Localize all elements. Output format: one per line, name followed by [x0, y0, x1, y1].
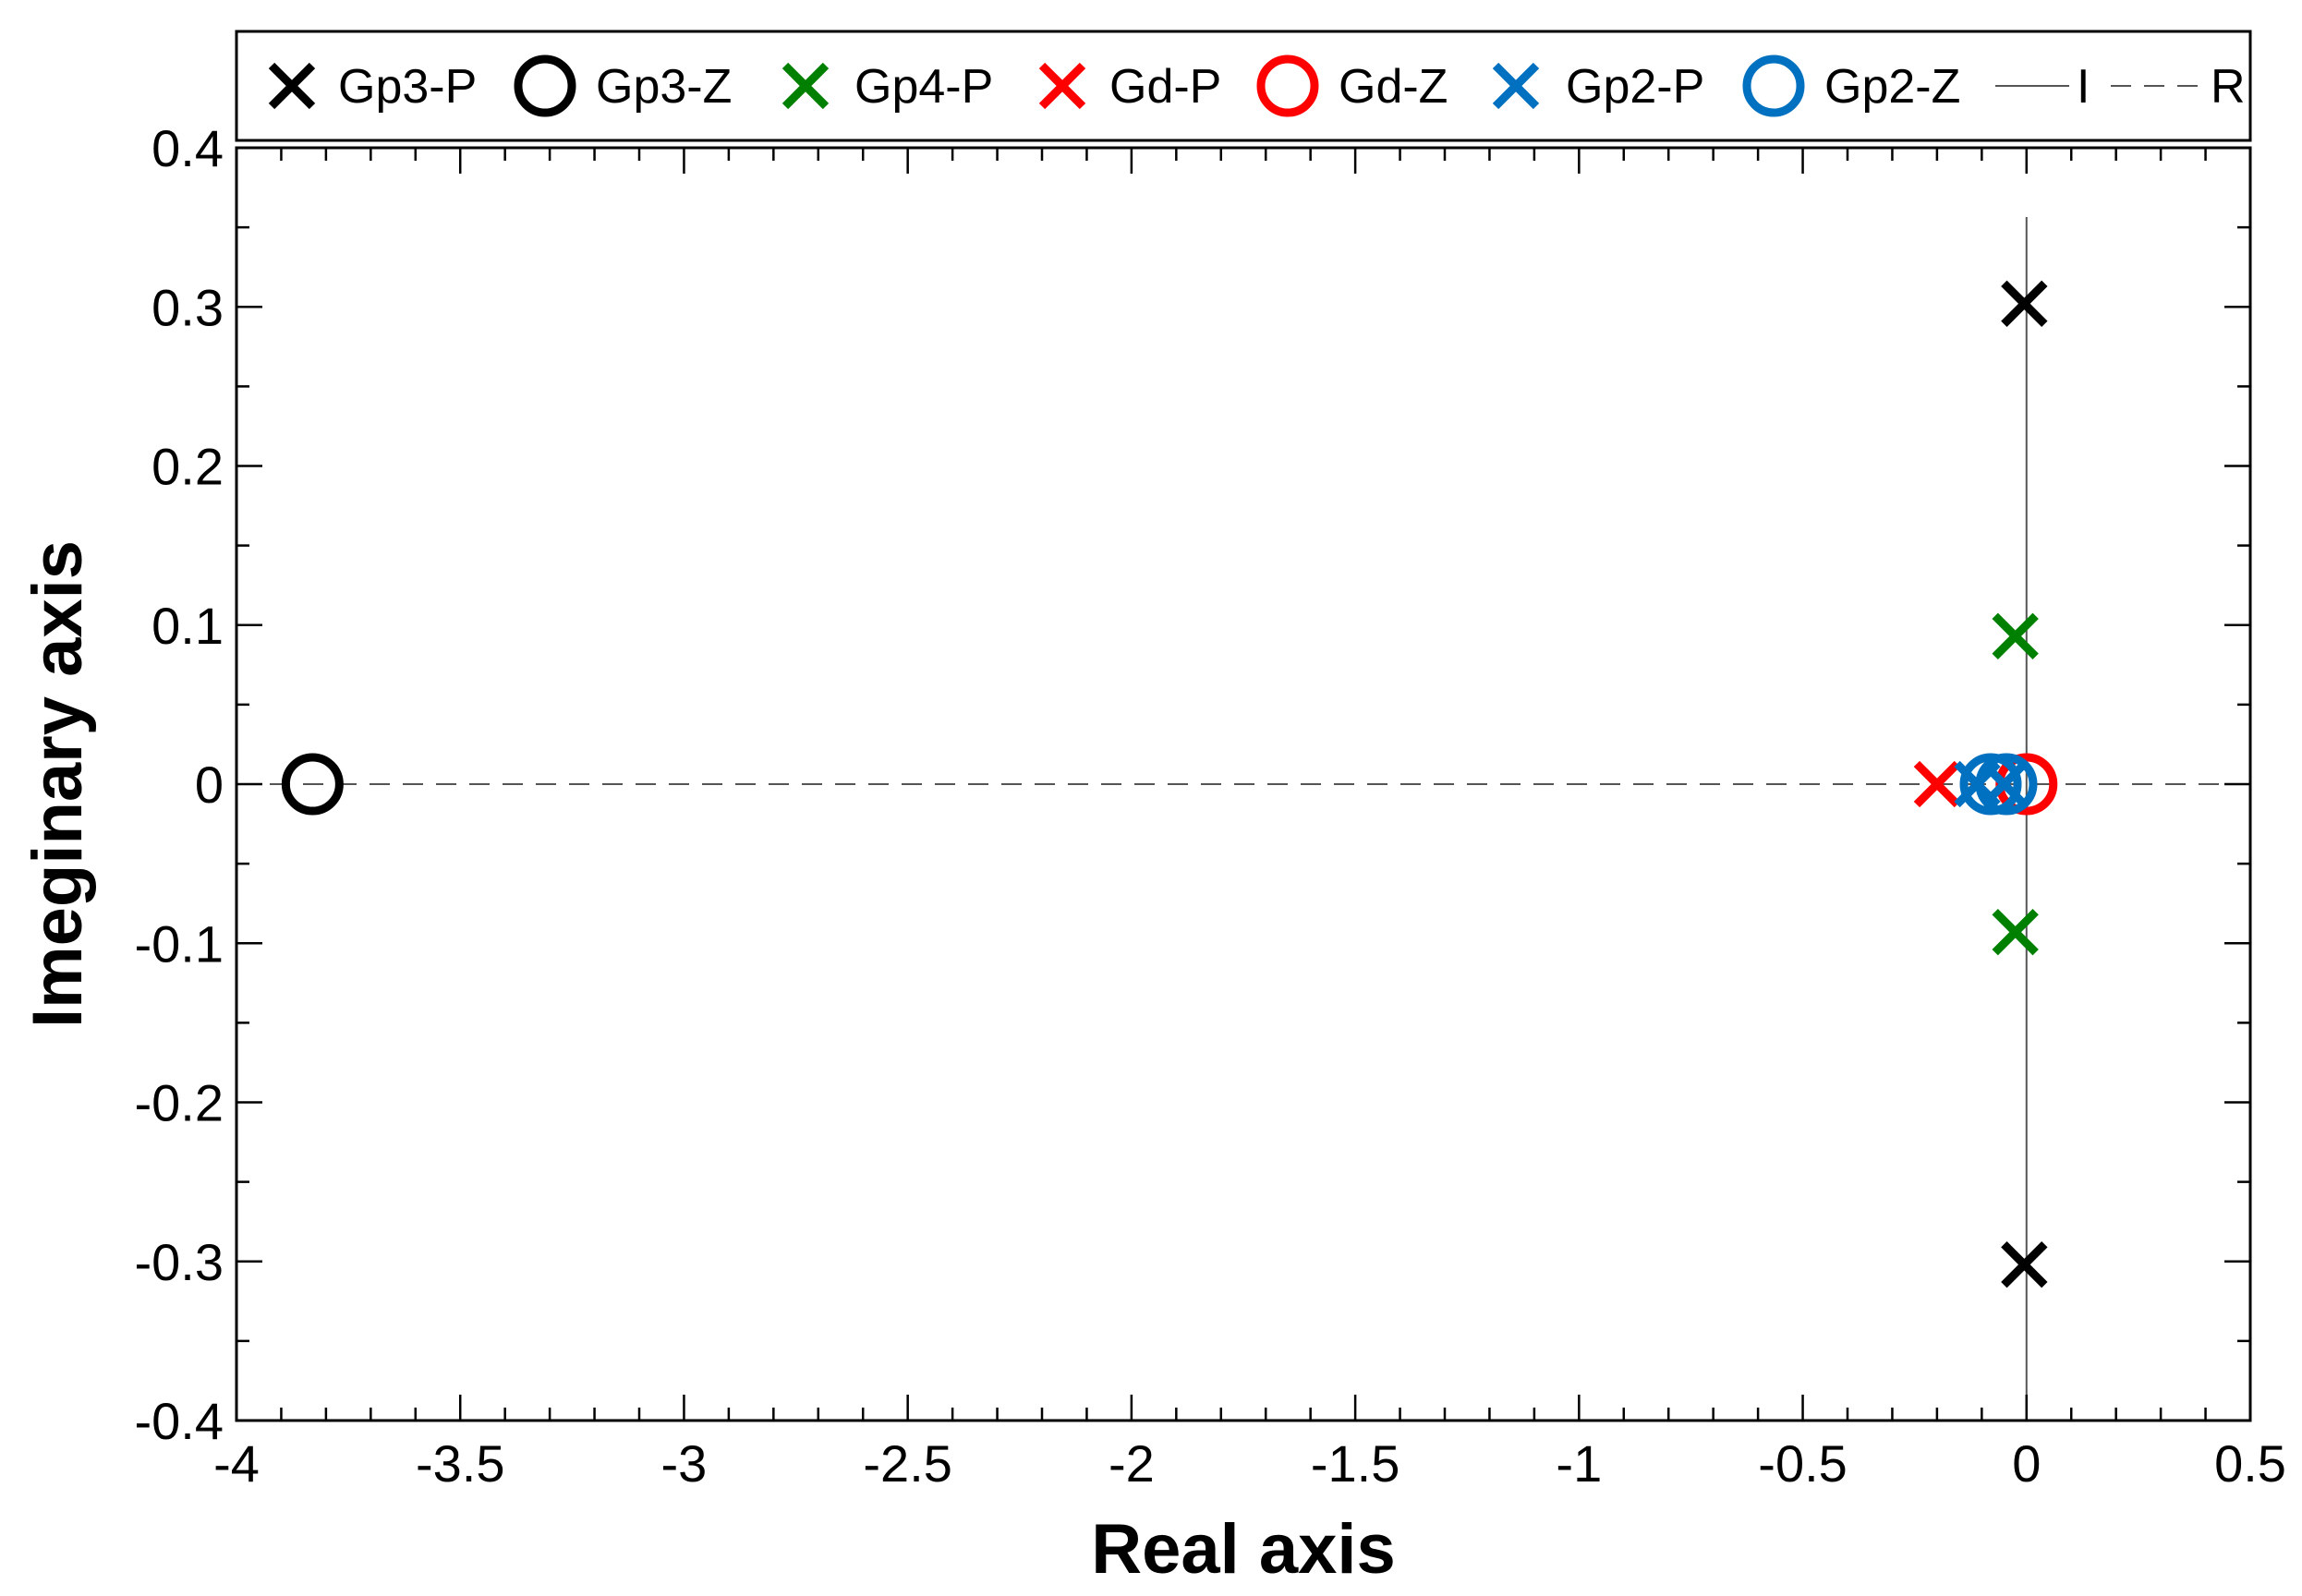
tick-labels: -4 -3.5 -3 -2.5 -2 -1.5 -1 -0.5 0 0.5 -0.4 -0.3 -0.2…	[135, 119, 2286, 1493]
y-tick-label: 0	[195, 756, 224, 814]
legend-label-gp2-z: Gp2-Z	[1824, 60, 1960, 114]
gd-p-point	[1913, 760, 1961, 808]
legend-item-r: R	[2111, 60, 2246, 114]
legend-item-gd-p: Gd-P	[1038, 60, 1221, 114]
legend-item-gp3-p: Gp3-P	[268, 60, 477, 114]
legend-label-i: I	[2077, 60, 2090, 114]
gp3-p-point	[2001, 1241, 2048, 1288]
legend-label-gd-z: Gd-Z	[1339, 60, 1448, 114]
legend-item-gp3-z: Gp3-Z	[514, 54, 732, 117]
y-tick-label: 0.1	[151, 597, 224, 655]
x-tick-label: -3	[661, 1434, 708, 1493]
legend-marker-gd-p-stroke	[1038, 62, 1086, 110]
reference-lines	[236, 217, 2250, 1411]
legend-marker-gd-p	[1038, 62, 1086, 110]
gp3-p-point	[2001, 280, 2048, 327]
x-tick-label: -2	[1109, 1434, 1155, 1493]
x-tick-label: 0.5	[2214, 1434, 2286, 1493]
legend-label-r: R	[2211, 60, 2246, 114]
y-tick-label: -0.3	[135, 1233, 224, 1291]
legend-marker-gp2-p-stroke	[1492, 62, 1540, 110]
y-tick-label: 0.4	[151, 119, 224, 177]
legend-marker-gp3-z	[514, 54, 576, 117]
x-tick-label: -1	[1556, 1434, 1602, 1493]
x-tick-label: -3.5	[416, 1434, 505, 1493]
legend-marker-gp3-p	[268, 62, 316, 110]
y-tick-label: 0.2	[151, 438, 224, 496]
legend-item-gd-z: Gd-Z	[1256, 54, 1448, 117]
gp4-p-point-stroke	[1992, 612, 2039, 659]
legend-label-gp3-z: Gp3-Z	[596, 60, 732, 114]
y-tick-label: 0.3	[151, 278, 224, 336]
legend-marker-gd-z	[1256, 54, 1319, 117]
legend-label-gp4-p: Gp4-P	[854, 60, 993, 114]
y-tick-label: -0.4	[135, 1392, 224, 1450]
legend-label-gd-p: Gd-P	[1109, 60, 1221, 114]
gp2-z-point	[1975, 753, 2038, 816]
gp3-z-point	[281, 753, 344, 816]
legend-marker-gp4-p-stroke	[781, 62, 830, 110]
legend-item-gp2-p: Gp2-P	[1492, 60, 1704, 114]
x-axis-title: Real axis	[1091, 1510, 1396, 1589]
legend-marker-gp2-z	[1742, 54, 1805, 117]
gp2-z-point	[1959, 753, 2022, 816]
gp4-p-point	[1992, 909, 2039, 956]
y-tick-label: -0.2	[135, 1074, 224, 1132]
axis-ticks	[235, 146, 2252, 1422]
legend-marker-gp4-p	[781, 62, 830, 110]
legend-label-gp2-p: Gp2-P	[1566, 60, 1704, 114]
legend-item-gp4-p: Gp4-P	[781, 60, 993, 114]
legend-marker-gp2-p	[1492, 62, 1540, 110]
x-tick-label: -2.5	[863, 1434, 952, 1493]
gp3-p-point-stroke	[2001, 280, 2048, 327]
legend-item-gp2-z: Gp2-Z	[1742, 54, 1960, 117]
legend: Gp3-P Gp3-Z Gp4-P Gd-P Gd-Z Gp2-P Gp2-Z I R	[235, 30, 2252, 142]
gp3-p-point-stroke	[2001, 1241, 2048, 1288]
plot-frame	[235, 146, 2252, 1422]
x-tick-label: -0.5	[1758, 1434, 1848, 1493]
data-marks	[281, 280, 2058, 1288]
x-tick-label: -1.5	[1311, 1434, 1400, 1493]
x-tick-label: 0	[2012, 1434, 2041, 1493]
gp4-p-point	[1992, 612, 2039, 659]
legend-label-gp3-p: Gp3-P	[338, 60, 477, 114]
y-axis-title: Imeginary axis	[18, 540, 97, 1028]
gd-p-point-stroke	[1913, 760, 1961, 808]
x-tick-label: -4	[213, 1434, 260, 1493]
gp4-p-point-stroke	[1992, 909, 2039, 956]
legend-marker-gp3-p-stroke	[268, 62, 316, 110]
y-tick-label: -0.1	[135, 914, 224, 973]
legend-item-i: I	[1995, 60, 2090, 114]
